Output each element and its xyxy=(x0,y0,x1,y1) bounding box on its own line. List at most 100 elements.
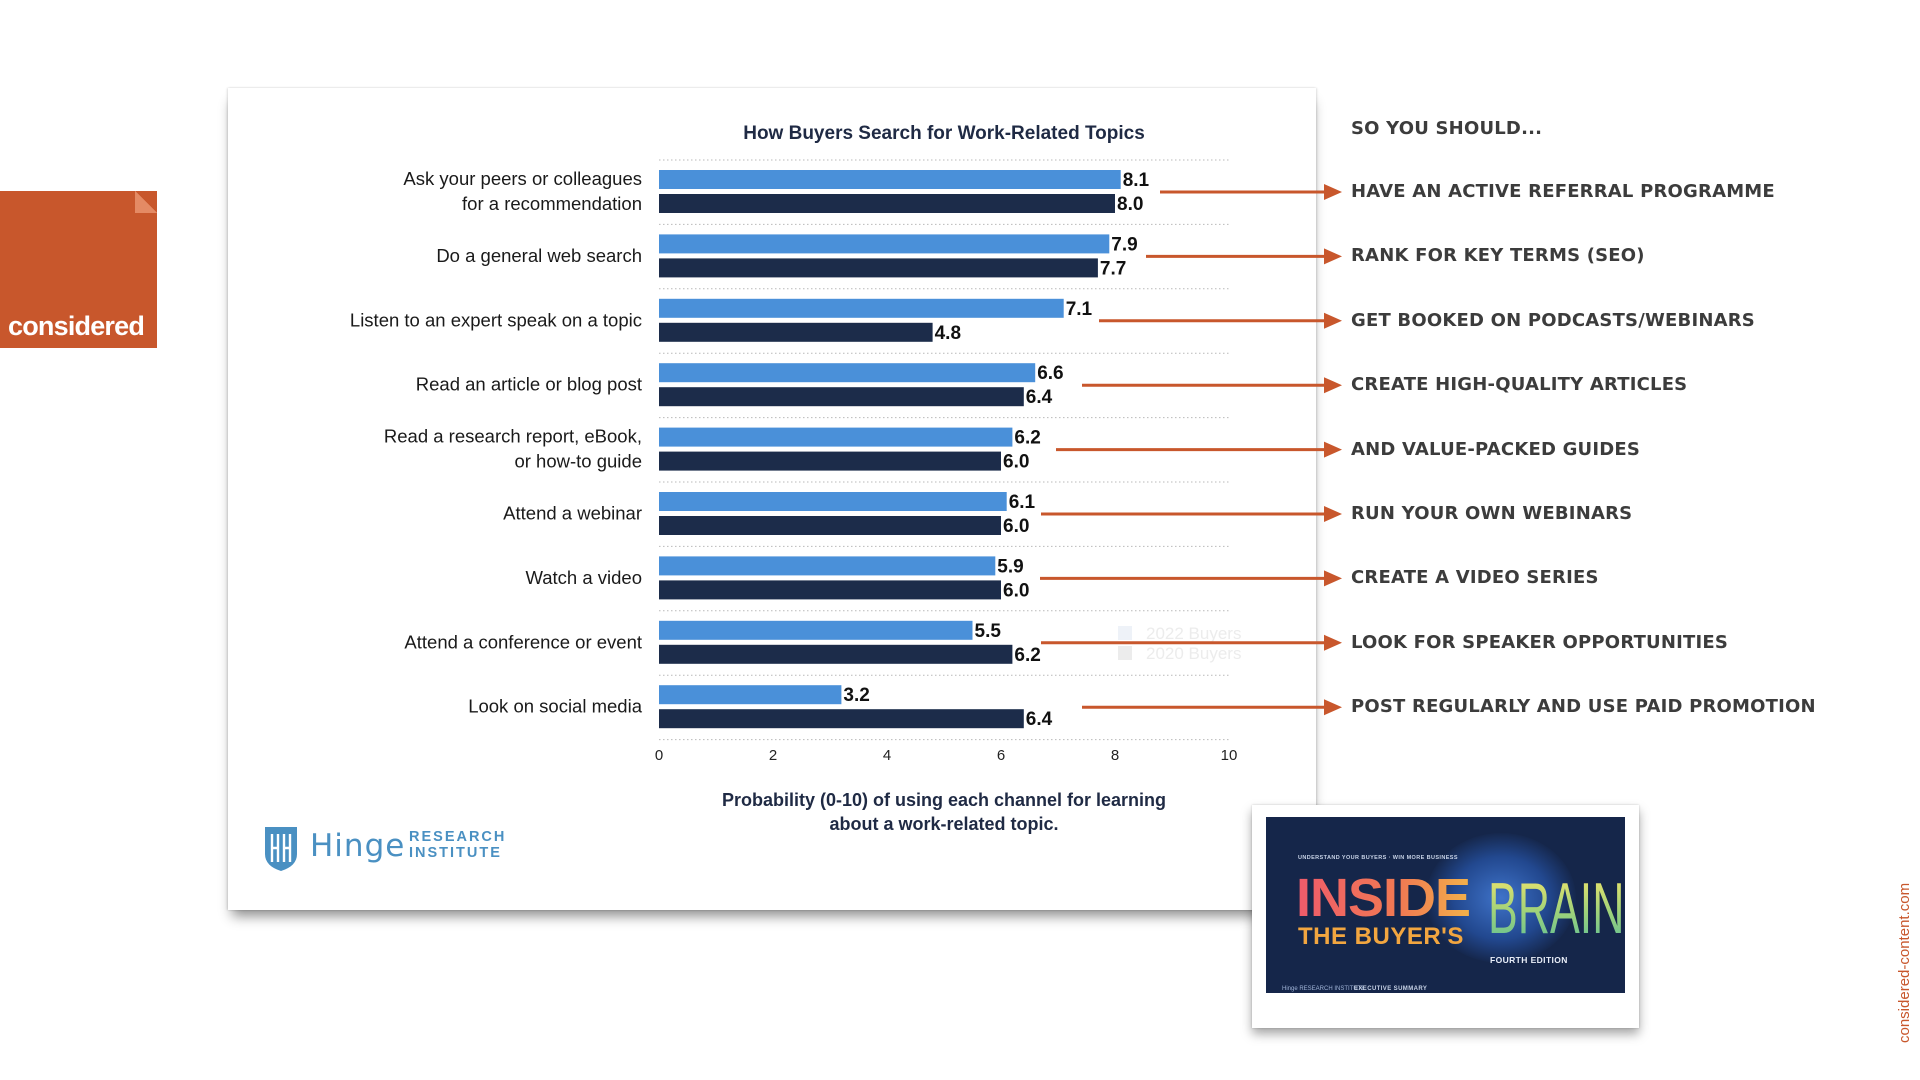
data-label: 6.0 xyxy=(1003,580,1029,601)
category-label: for a recommendation xyxy=(462,193,642,214)
data-label: 6.6 xyxy=(1037,363,1063,384)
data-label: 7.7 xyxy=(1100,258,1126,279)
action-item: LOOK FOR SPEAKER OPPORTUNITIES xyxy=(1351,631,1729,653)
x-tick-label: 6 xyxy=(997,747,1005,764)
data-label: 6.2 xyxy=(1014,428,1040,449)
action-item: AND VALUE-PACKED GUIDES xyxy=(1351,438,1641,460)
bar xyxy=(659,298,1064,318)
arrow-head-icon xyxy=(1324,506,1342,522)
category-label: Read an article or blog post xyxy=(416,374,642,395)
legend-label: 2020 Buyers xyxy=(1146,644,1241,663)
x-tick-label: 10 xyxy=(1221,747,1238,764)
bar xyxy=(659,194,1115,213)
book-edition: FOURTH EDITION xyxy=(1490,955,1568,965)
x-tick-label: 4 xyxy=(883,747,891,764)
action-item: RANK FOR KEY TERMS (SEO) xyxy=(1351,245,1645,267)
category-label: Attend a conference or event xyxy=(404,631,642,652)
data-label: 8.1 xyxy=(1123,170,1150,191)
arrow-head-icon xyxy=(1324,441,1342,458)
bar xyxy=(659,644,1013,664)
arrow-head-icon xyxy=(1324,699,1342,716)
logo-text: considered xyxy=(8,311,145,341)
action-item: GET BOOKED ON PODCASTS/WEBINARS xyxy=(1351,309,1755,331)
chart-title: How Buyers Search for Work-Related Topic… xyxy=(743,123,1145,144)
legend-swatch xyxy=(1118,646,1132,660)
category-label: Ask your peers or colleagues xyxy=(403,168,642,189)
action-item: CREATE A VIDEO SERIES xyxy=(1351,567,1599,589)
bar xyxy=(659,620,973,640)
bar xyxy=(659,556,996,576)
considered-logo: considered xyxy=(0,191,157,348)
arrow-head-icon xyxy=(1324,184,1342,200)
book-cover: UNDERSTAND YOUR BUYERS · WIN MORE BUSINE… xyxy=(1266,817,1625,993)
book-footer-logo: Hinge RESEARCH INSTITUTE xyxy=(1282,986,1366,992)
book-tagline: UNDERSTAND YOUR BUYERS · WIN MORE BUSINE… xyxy=(1298,855,1458,861)
category-label: Watch a video xyxy=(525,567,642,588)
data-label: 6.2 xyxy=(1014,645,1040,666)
data-label: 4.8 xyxy=(935,323,961,344)
category-label: Do a general web search xyxy=(436,245,642,266)
panel-heading: SO YOU SHOULD... xyxy=(1351,118,1543,139)
category-label: Attend a webinar xyxy=(503,503,642,524)
arrow-head-icon xyxy=(1324,570,1342,587)
data-label: 7.1 xyxy=(1066,299,1093,320)
data-label: 7.9 xyxy=(1111,234,1137,255)
hinge-wordmark: Hinge xyxy=(310,828,406,864)
x-tick-label: 8 xyxy=(1111,747,1119,764)
x-axis-label-line2: about a work-related topic. xyxy=(829,814,1058,834)
category-label: Listen to an expert speak on a topic xyxy=(350,309,642,330)
category-label: Look on social media xyxy=(468,696,643,717)
data-label: 5.9 xyxy=(997,556,1023,577)
x-tick-label: 0 xyxy=(655,747,663,764)
data-label: 6.1 xyxy=(1009,492,1036,513)
action-item: HAVE AN ACTIVE REFERRAL PROGRAMME xyxy=(1351,181,1775,202)
data-label: 8.0 xyxy=(1117,194,1143,215)
book-title-inside: INSIDE xyxy=(1296,868,1471,928)
bar xyxy=(659,258,1098,278)
book-cover-frame: UNDERSTAND YOUR BUYERS · WIN MORE BUSINE… xyxy=(1252,805,1639,1028)
bar xyxy=(659,322,933,342)
action-item: CREATE HIGH-QUALITY ARTICLES xyxy=(1351,374,1688,396)
data-label: 6.0 xyxy=(1003,452,1029,473)
action-item: POST REGULARLY AND USE PAID PROMOTION xyxy=(1351,696,1816,718)
legend-swatch xyxy=(1118,626,1132,640)
bar xyxy=(659,685,842,705)
bar xyxy=(659,516,1001,535)
brain-icon xyxy=(1426,833,1576,963)
arrow-head-icon xyxy=(1324,248,1342,265)
data-label: 6.4 xyxy=(1026,709,1053,730)
arrow-head-icon xyxy=(1324,377,1342,394)
bar xyxy=(659,427,1013,447)
bar xyxy=(659,451,1001,471)
bar xyxy=(659,580,1001,600)
hinge-subtitle: RESEARCH INSTITUTE xyxy=(409,829,506,861)
logo-page-fold xyxy=(135,191,157,213)
data-label: 3.2 xyxy=(843,685,869,706)
category-label: Read a research report, eBook, xyxy=(384,426,642,447)
book-title-brain: BRAIN xyxy=(1488,869,1625,949)
data-label: 6.0 xyxy=(1003,516,1029,537)
book-footer-label: EXECUTIVE SUMMARY xyxy=(1354,986,1428,992)
hinge-subtitle-line2: INSTITUTE xyxy=(409,845,502,861)
legend-label: 2022 Buyers xyxy=(1146,624,1241,643)
arrow-head-icon xyxy=(1324,312,1342,329)
category-label: or how-to guide xyxy=(514,451,642,472)
bar xyxy=(659,387,1024,407)
bar xyxy=(659,234,1110,254)
x-tick-label: 2 xyxy=(769,747,777,764)
arrow-head-icon xyxy=(1324,634,1342,651)
bar xyxy=(659,170,1121,189)
side-url: considered-content.com xyxy=(1896,882,1913,1043)
x-axis-label-line1: Probability (0-10) of using each channel… xyxy=(722,790,1166,810)
hinge-subtitle-line1: RESEARCH xyxy=(409,829,507,845)
bar xyxy=(659,709,1024,729)
action-item: RUN YOUR OWN WEBINARS xyxy=(1351,503,1633,524)
hinge-shield-icon xyxy=(265,827,297,871)
data-label: 5.5 xyxy=(975,621,1002,642)
book-title-buyers: THE BUYER'S xyxy=(1298,923,1464,950)
bar xyxy=(659,492,1007,511)
data-label: 6.4 xyxy=(1026,387,1053,408)
bar xyxy=(659,363,1036,383)
